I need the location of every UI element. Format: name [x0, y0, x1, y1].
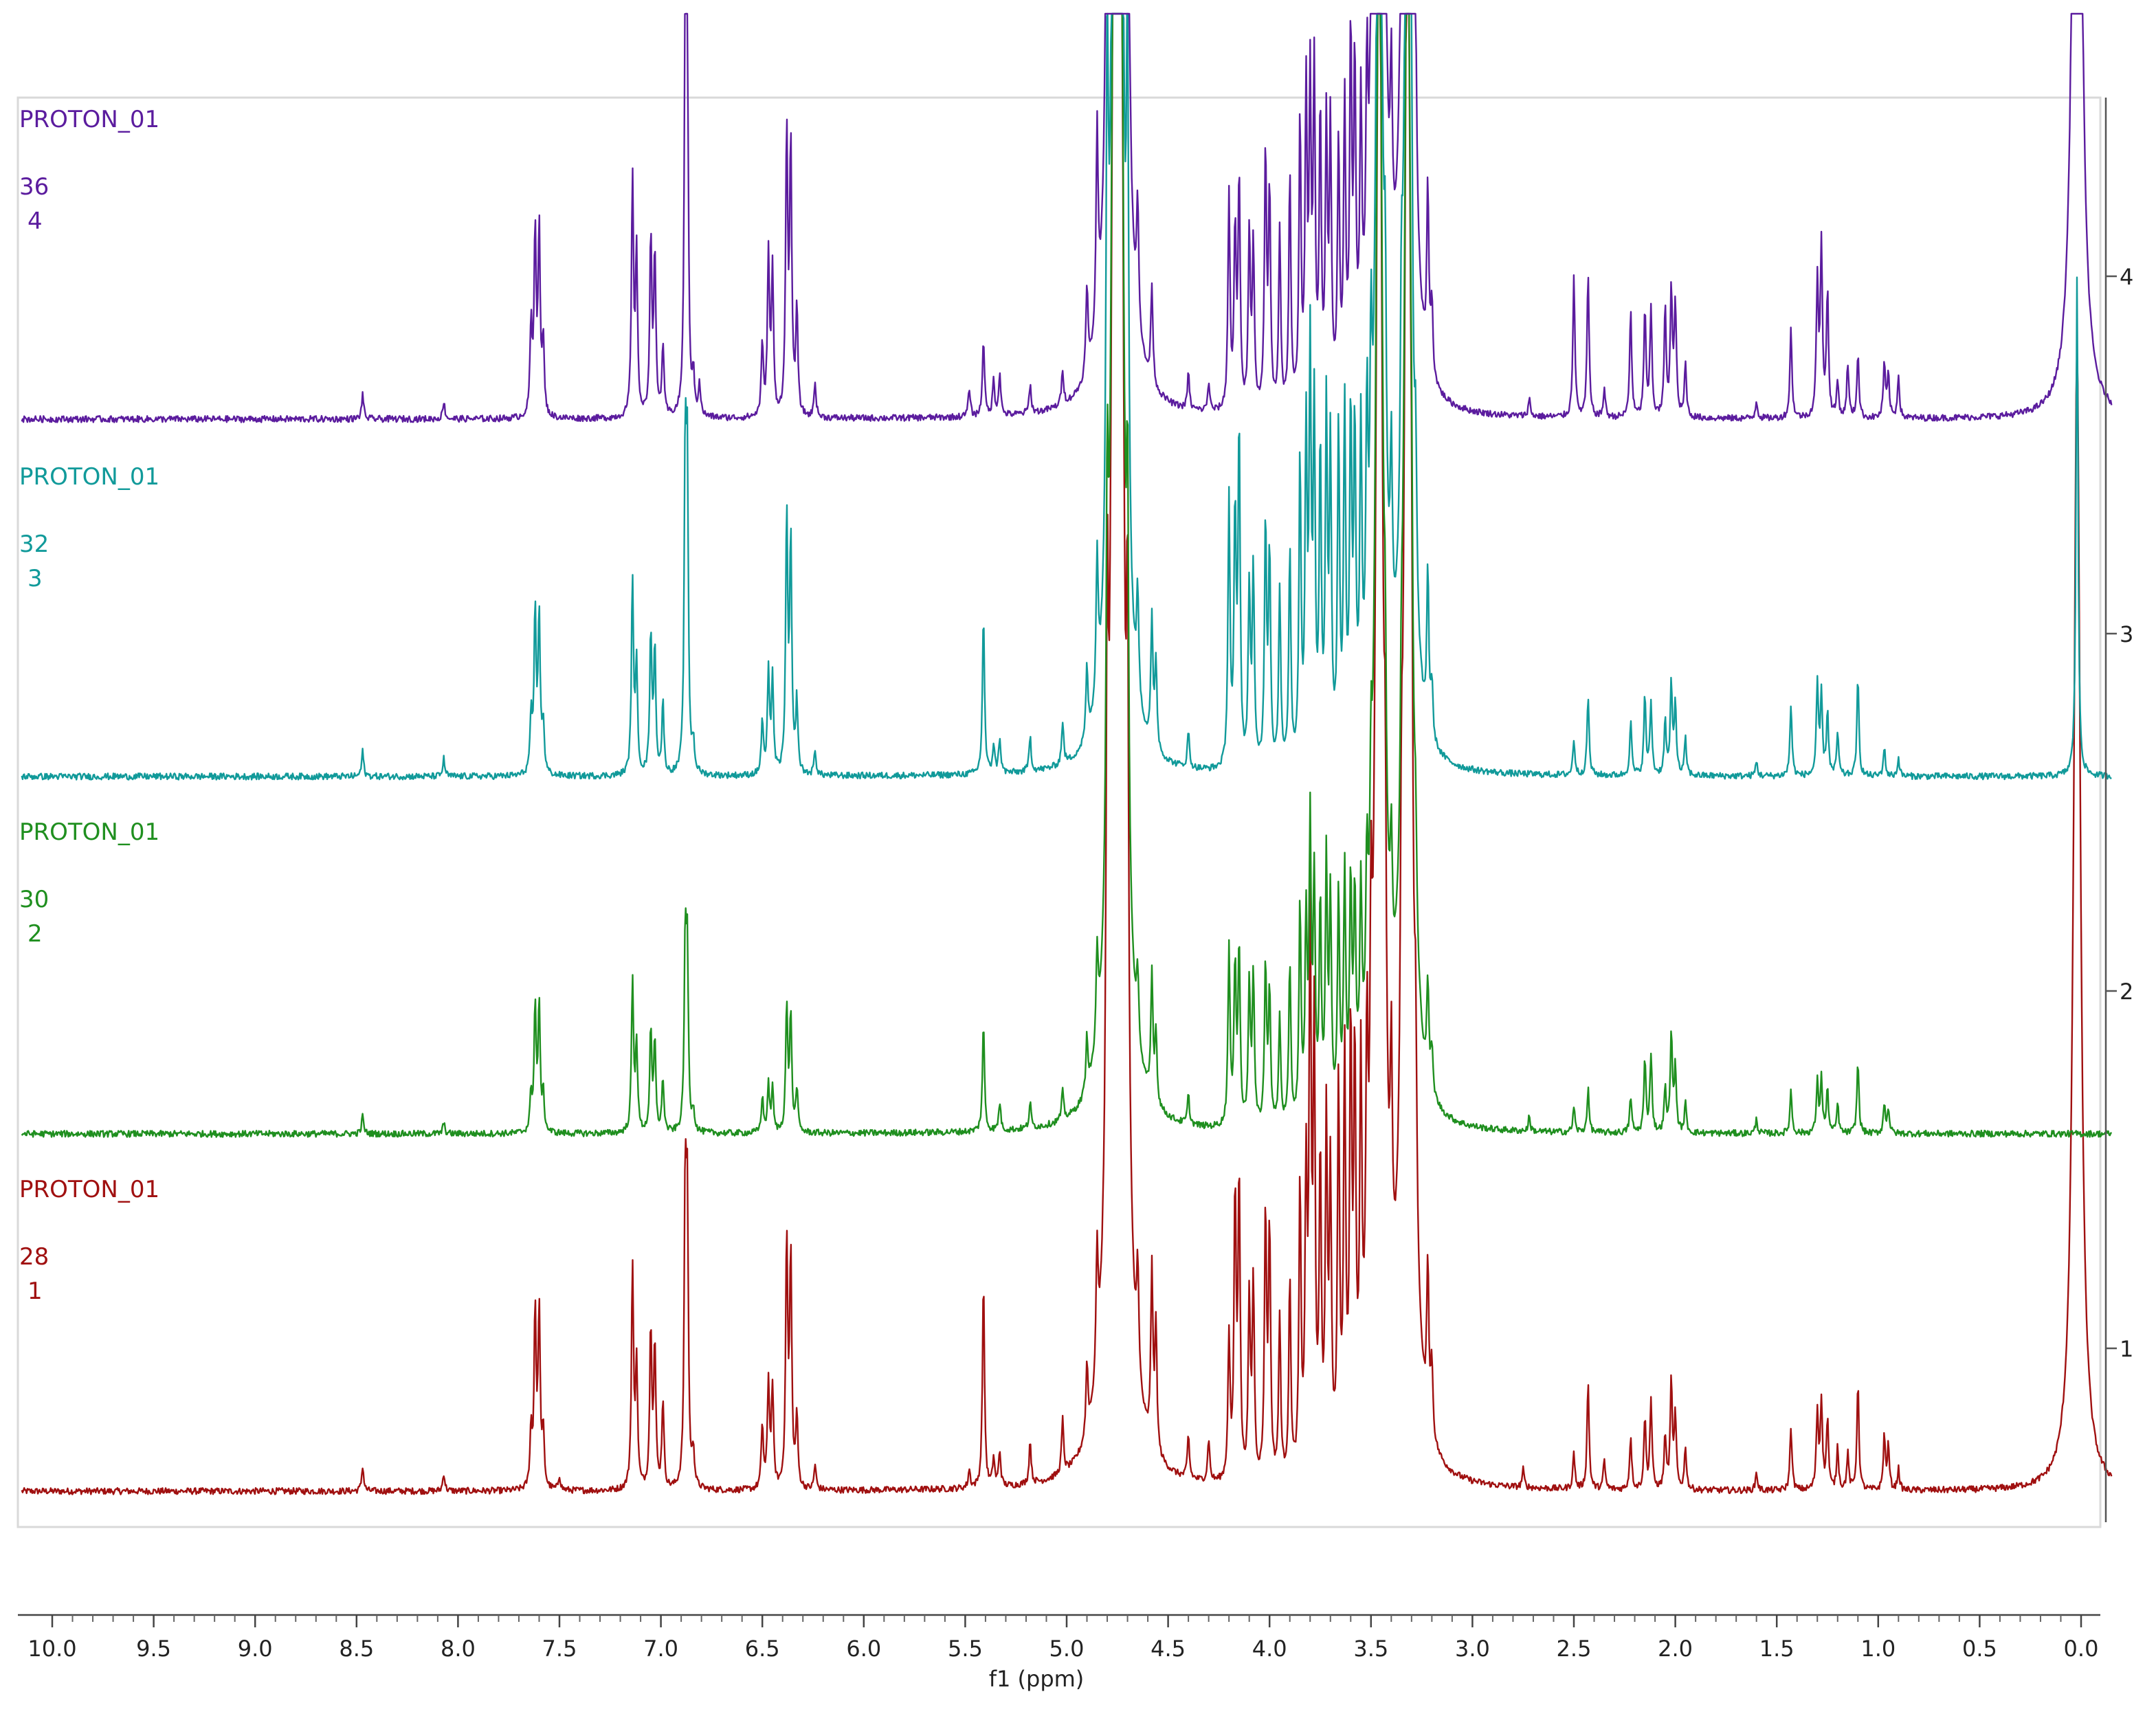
trace-label-1-line-2: 28	[19, 1243, 49, 1271]
y-tick-label: 2	[2120, 979, 2133, 1005]
x-axis-title: f1 (ppm)	[989, 1666, 1085, 1692]
trace-label-4-line-2: 36	[19, 173, 49, 201]
trace-label-2-line-1: PROTON_01	[19, 818, 159, 846]
x-tick-label: 6.0	[846, 1636, 881, 1662]
x-tick-label: 0.0	[2064, 1636, 2099, 1662]
spectrum-trace-3	[21, 12, 2112, 781]
x-tick-label: 0.5	[1962, 1636, 1997, 1662]
spectra-traces	[21, 12, 2113, 1495]
spectrum-trace-1	[21, 12, 2113, 1495]
spectrum-trace-4	[21, 12, 2113, 423]
x-axis: 10.0 9.5 9.0 8.5 8.0 7.5 7.0 6.5 6.0 5.5 5.0 4.5 4.0…	[18, 1614, 2100, 1662]
trace-label-3-line-2: 32	[19, 531, 49, 558]
y-tick-label: 3	[2120, 621, 2133, 647]
spectrum-trace-2	[21, 12, 2113, 1138]
x-tick-label: 9.0	[238, 1636, 273, 1662]
x-tick-label: 8.5	[339, 1636, 374, 1662]
x-tick-label: 2.0	[1658, 1636, 1693, 1662]
trace-label-2-line-2: 30	[19, 886, 49, 913]
x-tick-label: 7.0	[643, 1636, 678, 1662]
x-tick-label: 1.0	[1860, 1636, 1896, 1662]
y-tick-label: 1	[2120, 1336, 2133, 1362]
x-tick-label: 6.5	[745, 1636, 780, 1662]
x-tick-label: 1.5	[1759, 1636, 1794, 1662]
x-tick-label: 2.5	[1557, 1636, 1592, 1662]
trace-label-4-line-3: 4	[27, 208, 43, 235]
trace-label-4-line-1: PROTON_01	[19, 106, 159, 133]
trace-labels: PROTON_01 28 1 PROTON_01 30 2 PROTON_01 32 3 PROT…	[19, 106, 159, 1305]
x-tick-label: 10.0	[27, 1636, 76, 1662]
trace-label-1-line-1: PROTON_01	[19, 1176, 159, 1203]
trace-label-3-line-3: 3	[27, 565, 43, 592]
trace-label-2-line-3: 2	[27, 920, 43, 948]
trace-label-3-line-1: PROTON_01	[19, 463, 159, 491]
x-tick-label: 8.0	[441, 1636, 476, 1662]
x-tick-label: 9.5	[136, 1636, 171, 1662]
y-axis: 1 2 3 4	[2104, 98, 2133, 1522]
x-tick-label: 7.5	[542, 1636, 577, 1662]
x-tick-label: 4.0	[1252, 1636, 1287, 1662]
trace-label-1-line-3: 1	[27, 1278, 43, 1305]
y-tick-label: 4	[2120, 264, 2133, 290]
x-tick-label: 5.0	[1049, 1636, 1085, 1662]
x-tick-label: 3.5	[1353, 1636, 1388, 1662]
x-tick-label: 5.5	[948, 1636, 983, 1662]
x-tick-label: 4.5	[1151, 1636, 1186, 1662]
plot-frame	[16, 96, 2102, 1528]
x-tick-label: 3.0	[1455, 1636, 1490, 1662]
